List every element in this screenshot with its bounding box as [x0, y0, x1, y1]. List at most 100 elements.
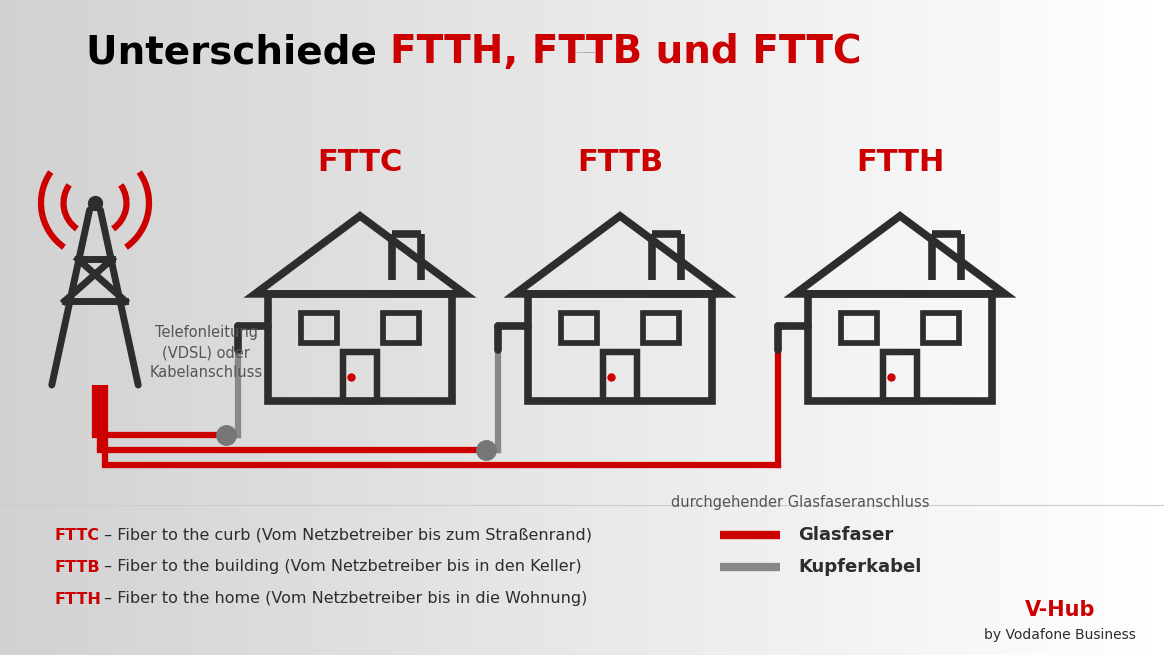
Bar — [846, 0, 850, 655]
Bar — [908, 0, 911, 655]
Bar — [815, 0, 818, 655]
Bar — [81, 0, 85, 655]
Bar — [582, 0, 585, 655]
Bar — [260, 0, 264, 655]
Bar — [1083, 0, 1086, 655]
Bar — [792, 0, 795, 655]
Bar — [198, 0, 201, 655]
Bar — [27, 0, 31, 655]
Bar — [241, 0, 244, 655]
Bar — [609, 0, 613, 655]
Bar — [407, 0, 411, 655]
Bar — [1144, 0, 1149, 655]
Bar — [768, 0, 772, 655]
Bar — [745, 0, 748, 655]
Bar — [101, 0, 105, 655]
Bar — [687, 0, 690, 655]
Bar — [329, 0, 334, 655]
Bar — [244, 0, 248, 655]
Bar — [431, 0, 434, 655]
Bar — [70, 0, 73, 655]
Bar — [590, 0, 594, 655]
Bar — [695, 0, 698, 655]
Bar — [253, 0, 256, 655]
Bar — [1039, 0, 1044, 655]
Bar — [632, 0, 637, 655]
Bar — [698, 0, 702, 655]
Bar — [416, 0, 419, 655]
Bar — [419, 0, 423, 655]
Bar — [516, 0, 520, 655]
Bar — [748, 0, 753, 655]
Bar — [702, 0, 707, 655]
Bar — [807, 0, 811, 655]
Bar — [105, 0, 108, 655]
Bar — [485, 0, 489, 655]
Bar — [561, 313, 597, 343]
Bar — [818, 0, 823, 655]
Bar — [842, 0, 846, 655]
Bar — [710, 0, 714, 655]
Bar — [532, 0, 535, 655]
Bar — [966, 0, 970, 655]
Bar — [920, 0, 923, 655]
Bar — [1117, 0, 1121, 655]
Bar — [683, 0, 687, 655]
Text: Glasfaser: Glasfaser — [799, 526, 893, 544]
Text: – Fiber to the curb (Vom Netzbetreiber bis zum Straßenrand): – Fiber to the curb (Vom Netzbetreiber b… — [99, 527, 592, 542]
Bar — [800, 0, 803, 655]
Bar — [341, 0, 346, 655]
Bar — [396, 0, 399, 655]
Bar — [73, 0, 78, 655]
Bar — [539, 0, 544, 655]
Bar — [916, 0, 920, 655]
Bar — [343, 352, 377, 401]
Bar — [151, 0, 155, 655]
Bar — [318, 0, 322, 655]
Bar — [679, 0, 683, 655]
Bar — [1036, 0, 1039, 655]
Bar — [795, 0, 800, 655]
Bar — [481, 0, 485, 655]
Bar — [1156, 0, 1161, 655]
Bar — [248, 0, 253, 655]
Bar — [954, 0, 958, 655]
Bar — [159, 0, 163, 655]
Bar — [567, 0, 570, 655]
Bar — [35, 0, 38, 655]
Bar — [178, 0, 183, 655]
Bar — [186, 0, 190, 655]
Bar — [963, 0, 966, 655]
Bar — [291, 0, 294, 655]
Bar — [213, 0, 218, 655]
Bar — [547, 0, 551, 655]
Bar — [981, 0, 986, 655]
Bar — [1137, 0, 1141, 655]
Bar — [501, 0, 504, 655]
Bar — [555, 0, 559, 655]
Bar — [300, 313, 336, 343]
Bar — [47, 0, 50, 655]
Bar — [264, 0, 268, 655]
Bar — [1067, 0, 1071, 655]
Bar — [873, 0, 876, 655]
Text: FTTH, FTTB und FTTC: FTTH, FTTB und FTTC — [390, 33, 861, 71]
Bar — [225, 0, 229, 655]
Bar — [489, 0, 492, 655]
Bar — [136, 0, 140, 655]
Bar — [840, 313, 876, 343]
Bar — [1079, 0, 1083, 655]
Bar — [725, 0, 730, 655]
Bar — [835, 0, 838, 655]
Bar — [125, 0, 128, 655]
Bar — [931, 0, 935, 655]
Bar — [50, 0, 55, 655]
Bar — [229, 0, 233, 655]
Text: FTTH: FTTH — [856, 148, 944, 177]
Bar — [1133, 0, 1137, 655]
Bar — [97, 0, 101, 655]
Bar — [90, 0, 93, 655]
Bar — [520, 0, 524, 655]
Bar — [38, 0, 43, 655]
Bar — [306, 0, 311, 655]
